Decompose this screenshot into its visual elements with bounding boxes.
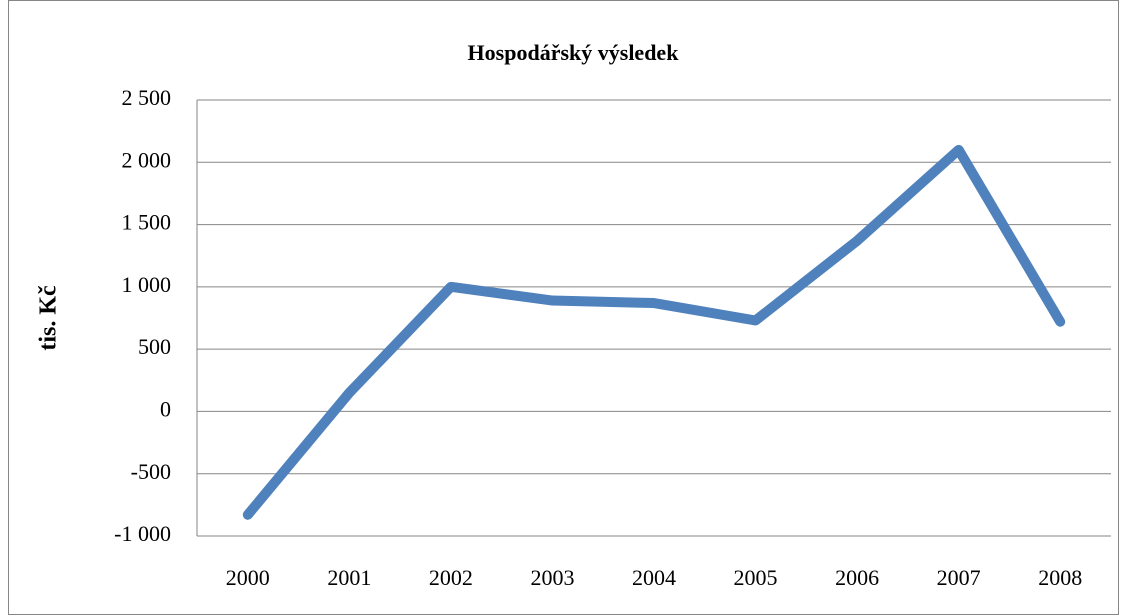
x-tick-label: 2002 [429,565,473,590]
y-tick-label: 2 000 [122,147,172,172]
y-tick-label: -500 [131,459,171,484]
x-tick-label: 2006 [835,565,879,590]
x-tick-label: 2000 [226,565,270,590]
x-tick-label: 2003 [530,565,574,590]
data-line [242,144,1066,520]
y-tick-label: 0 [160,396,171,421]
y-tick-label: 1 000 [122,272,172,297]
x-tick-label: 2007 [937,565,981,590]
chart-border [8,0,1119,615]
x-tick-label: 2005 [734,565,778,590]
y-axis-label: tis. Kč [36,285,62,351]
y-tick-label: 1 500 [122,210,172,235]
chart-title: Hospodářský výsledek [468,40,680,65]
y-tick-label: -1 000 [114,521,171,546]
x-tick-label: 2004 [632,565,676,590]
y-tick-label: 500 [138,334,171,359]
y-tick-label: 2 500 [122,85,172,110]
x-tick-label: 2001 [327,565,371,590]
x-tick-label: 2008 [1038,565,1082,590]
